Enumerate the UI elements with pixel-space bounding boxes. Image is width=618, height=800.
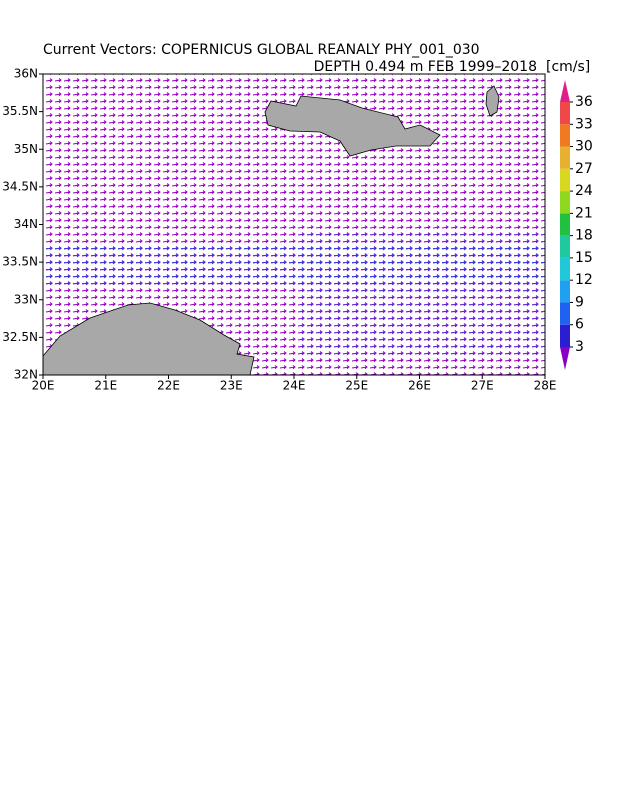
colorbar-tick-label: 36: [575, 94, 593, 110]
colorbar-tick-label: 15: [575, 250, 593, 266]
map-area: [42, 73, 546, 376]
x-tick-label: 22E: [157, 379, 180, 393]
colorbar-segment: [560, 280, 570, 303]
y-tick-label: 36N: [14, 67, 38, 81]
colorbar-segment: [560, 191, 570, 214]
colorbar-segment: [560, 257, 570, 281]
vector-field: [300, 230, 545, 360]
y-tick-label: 33N: [14, 292, 38, 306]
colorbar-segment: [560, 146, 570, 169]
colorbar-tick-label: 18: [575, 228, 593, 244]
land-libya: [42, 302, 255, 376]
colorbar-tick-label: 9: [575, 294, 584, 310]
colorbar-segment: [560, 235, 570, 258]
subtitle: DEPTH 0.494 m FEB 1999–2018: [314, 59, 537, 75]
y-tick-label: 32N: [14, 368, 38, 382]
colorbar-tick-label: 21: [575, 205, 593, 221]
y-tick-label: 34.5N: [2, 179, 38, 193]
colorbar-segment: [560, 324, 570, 347]
colorbar-tick-label: 12: [575, 272, 593, 288]
x-tick-label: 28E: [534, 379, 557, 393]
colorbar-segment: [560, 168, 570, 192]
colorbar-segment: [560, 213, 570, 236]
y-tick-label: 32.5N: [2, 330, 38, 344]
y-tick-label: 35.5N: [2, 104, 38, 118]
x-tick-label: 20E: [32, 379, 55, 393]
colorbar-segment: [560, 302, 570, 325]
y-tick-label: 35N: [14, 142, 38, 156]
y-tick-label: 33.5N: [2, 255, 38, 269]
colorbar-tick-label: 6: [575, 317, 584, 333]
x-tick-label: 26E: [408, 379, 431, 393]
colorbar-end: [560, 347, 570, 370]
colorbar-segment: [560, 124, 570, 147]
colorbar-tick-label: 33: [575, 116, 593, 132]
x-tick-label: 21E: [94, 379, 117, 393]
colorbar-end: [560, 80, 570, 102]
colorbar-tick-label: 27: [575, 161, 593, 177]
colorbar-segment: [560, 102, 570, 125]
x-tick-label: 23E: [220, 379, 243, 393]
x-tick-label: 27E: [471, 379, 494, 393]
x-tick-label: 25E: [345, 379, 368, 393]
colorbar-tick-label: 30: [575, 139, 593, 155]
title: Current Vectors: COPERNICUS GLOBAL REANA…: [43, 42, 480, 58]
land-island: [485, 85, 500, 117]
colorbar-tick-label: 3: [575, 339, 584, 355]
colorbar-tick-label: 24: [575, 183, 593, 199]
y-tick-label: 34N: [14, 217, 38, 231]
unit: [cm/s]: [546, 59, 590, 75]
x-tick-label: 24E: [283, 379, 306, 393]
land-crete: [264, 95, 441, 157]
